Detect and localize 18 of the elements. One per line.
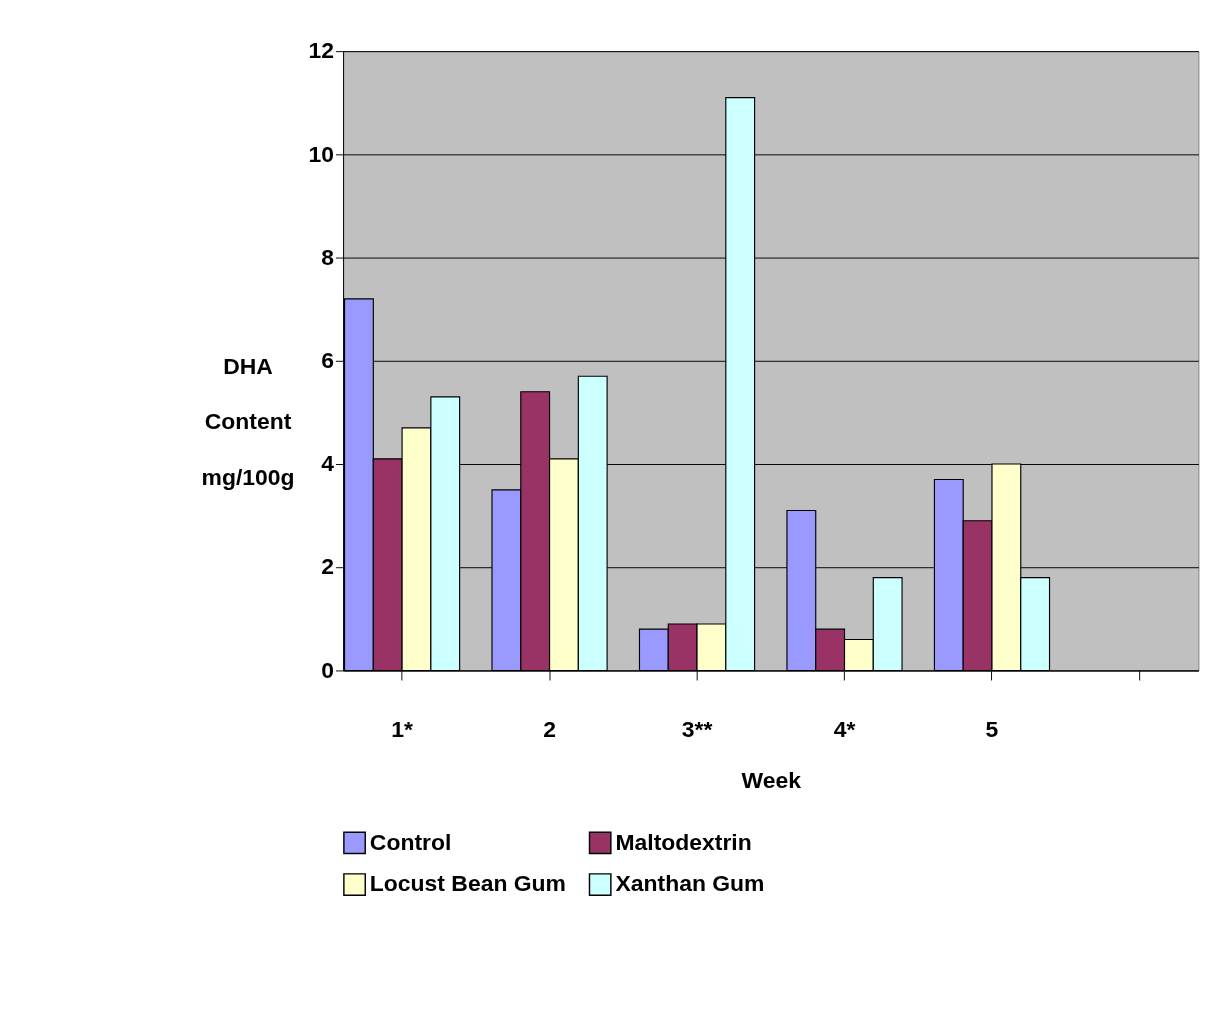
x-tick-label: 5 bbox=[985, 715, 999, 742]
x-axis-title: Week bbox=[741, 767, 802, 794]
legend-label: Locust Bean Gum bbox=[369, 870, 566, 897]
x-tick-label: 1* bbox=[391, 715, 413, 742]
y-tick-label: 2 bbox=[321, 553, 335, 580]
y-tick-label: 4 bbox=[321, 450, 335, 477]
y-tick-label: 8 bbox=[321, 243, 335, 270]
x-tick-label: 4* bbox=[833, 715, 856, 742]
legend-label: Xanthan Gum bbox=[615, 870, 765, 897]
y-tick-label: 10 bbox=[308, 140, 335, 167]
x-tick-label: 3** bbox=[681, 715, 713, 742]
y-tick-label: 6 bbox=[321, 346, 335, 373]
x-tick-label: 2 bbox=[543, 715, 556, 742]
text: DHA Content mg/100g bbox=[201, 352, 295, 490]
y-tick-label: 0 bbox=[321, 656, 335, 683]
legend-label: Control bbox=[369, 828, 452, 855]
y-tick-label: 12 bbox=[308, 37, 335, 64]
legend-label: Maltodextrin bbox=[615, 828, 752, 855]
